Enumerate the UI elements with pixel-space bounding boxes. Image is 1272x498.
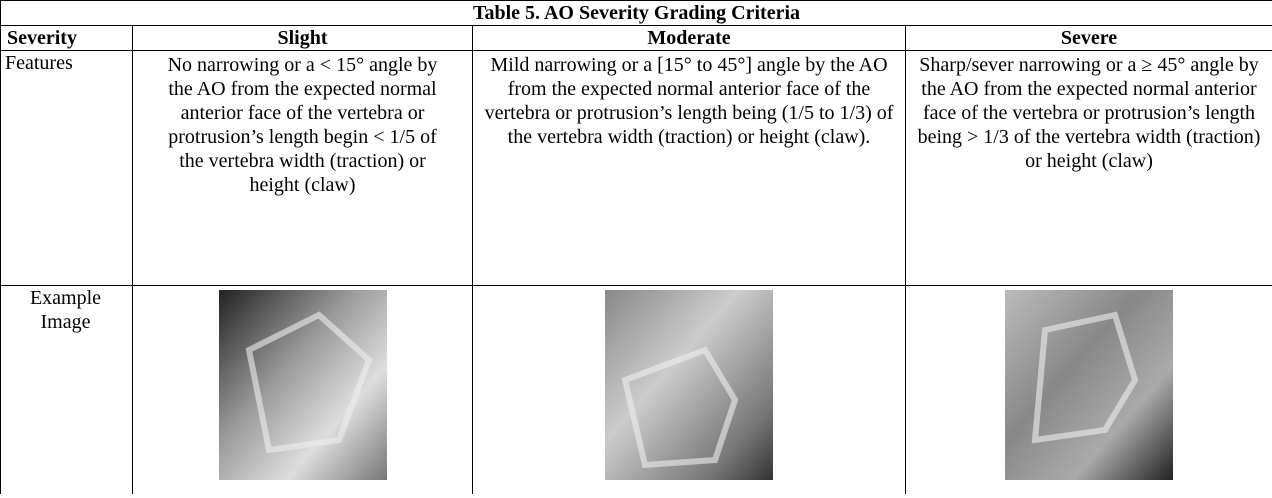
page: Table 5. AO Severity Grading Criteria Se… bbox=[0, 0, 1272, 498]
row-label: Example Image bbox=[1, 286, 133, 495]
cell-text: Mild narrowing or a [15° to 45°] angle b… bbox=[473, 51, 906, 286]
table-title: Table 5. AO Severity Grading Criteria bbox=[1, 1, 1272, 26]
example-image bbox=[219, 290, 387, 480]
cell-text: No narrowing or a < 15° angle by the AO … bbox=[133, 51, 473, 286]
header-cell: Moderate bbox=[473, 26, 906, 51]
image-cell bbox=[473, 286, 906, 495]
features-row: Features No narrowing or a < 15° angle b… bbox=[1, 51, 1272, 286]
cell-text: Sharp/sever narrowing or a ≥ 45° angle b… bbox=[906, 51, 1272, 286]
image-cell bbox=[133, 286, 473, 495]
row-label: Features bbox=[1, 51, 133, 286]
header-cell: Severe bbox=[906, 26, 1272, 51]
header-row: Severity Slight Moderate Severe bbox=[1, 26, 1272, 51]
image-cell bbox=[906, 286, 1272, 495]
image-row: Example Image bbox=[1, 286, 1272, 495]
title-row: Table 5. AO Severity Grading Criteria bbox=[1, 1, 1272, 26]
header-cell: Slight bbox=[133, 26, 473, 51]
grading-table: Table 5. AO Severity Grading Criteria Se… bbox=[0, 0, 1272, 494]
example-image bbox=[605, 290, 773, 480]
example-image bbox=[1005, 290, 1173, 480]
header-cell: Severity bbox=[1, 26, 133, 51]
